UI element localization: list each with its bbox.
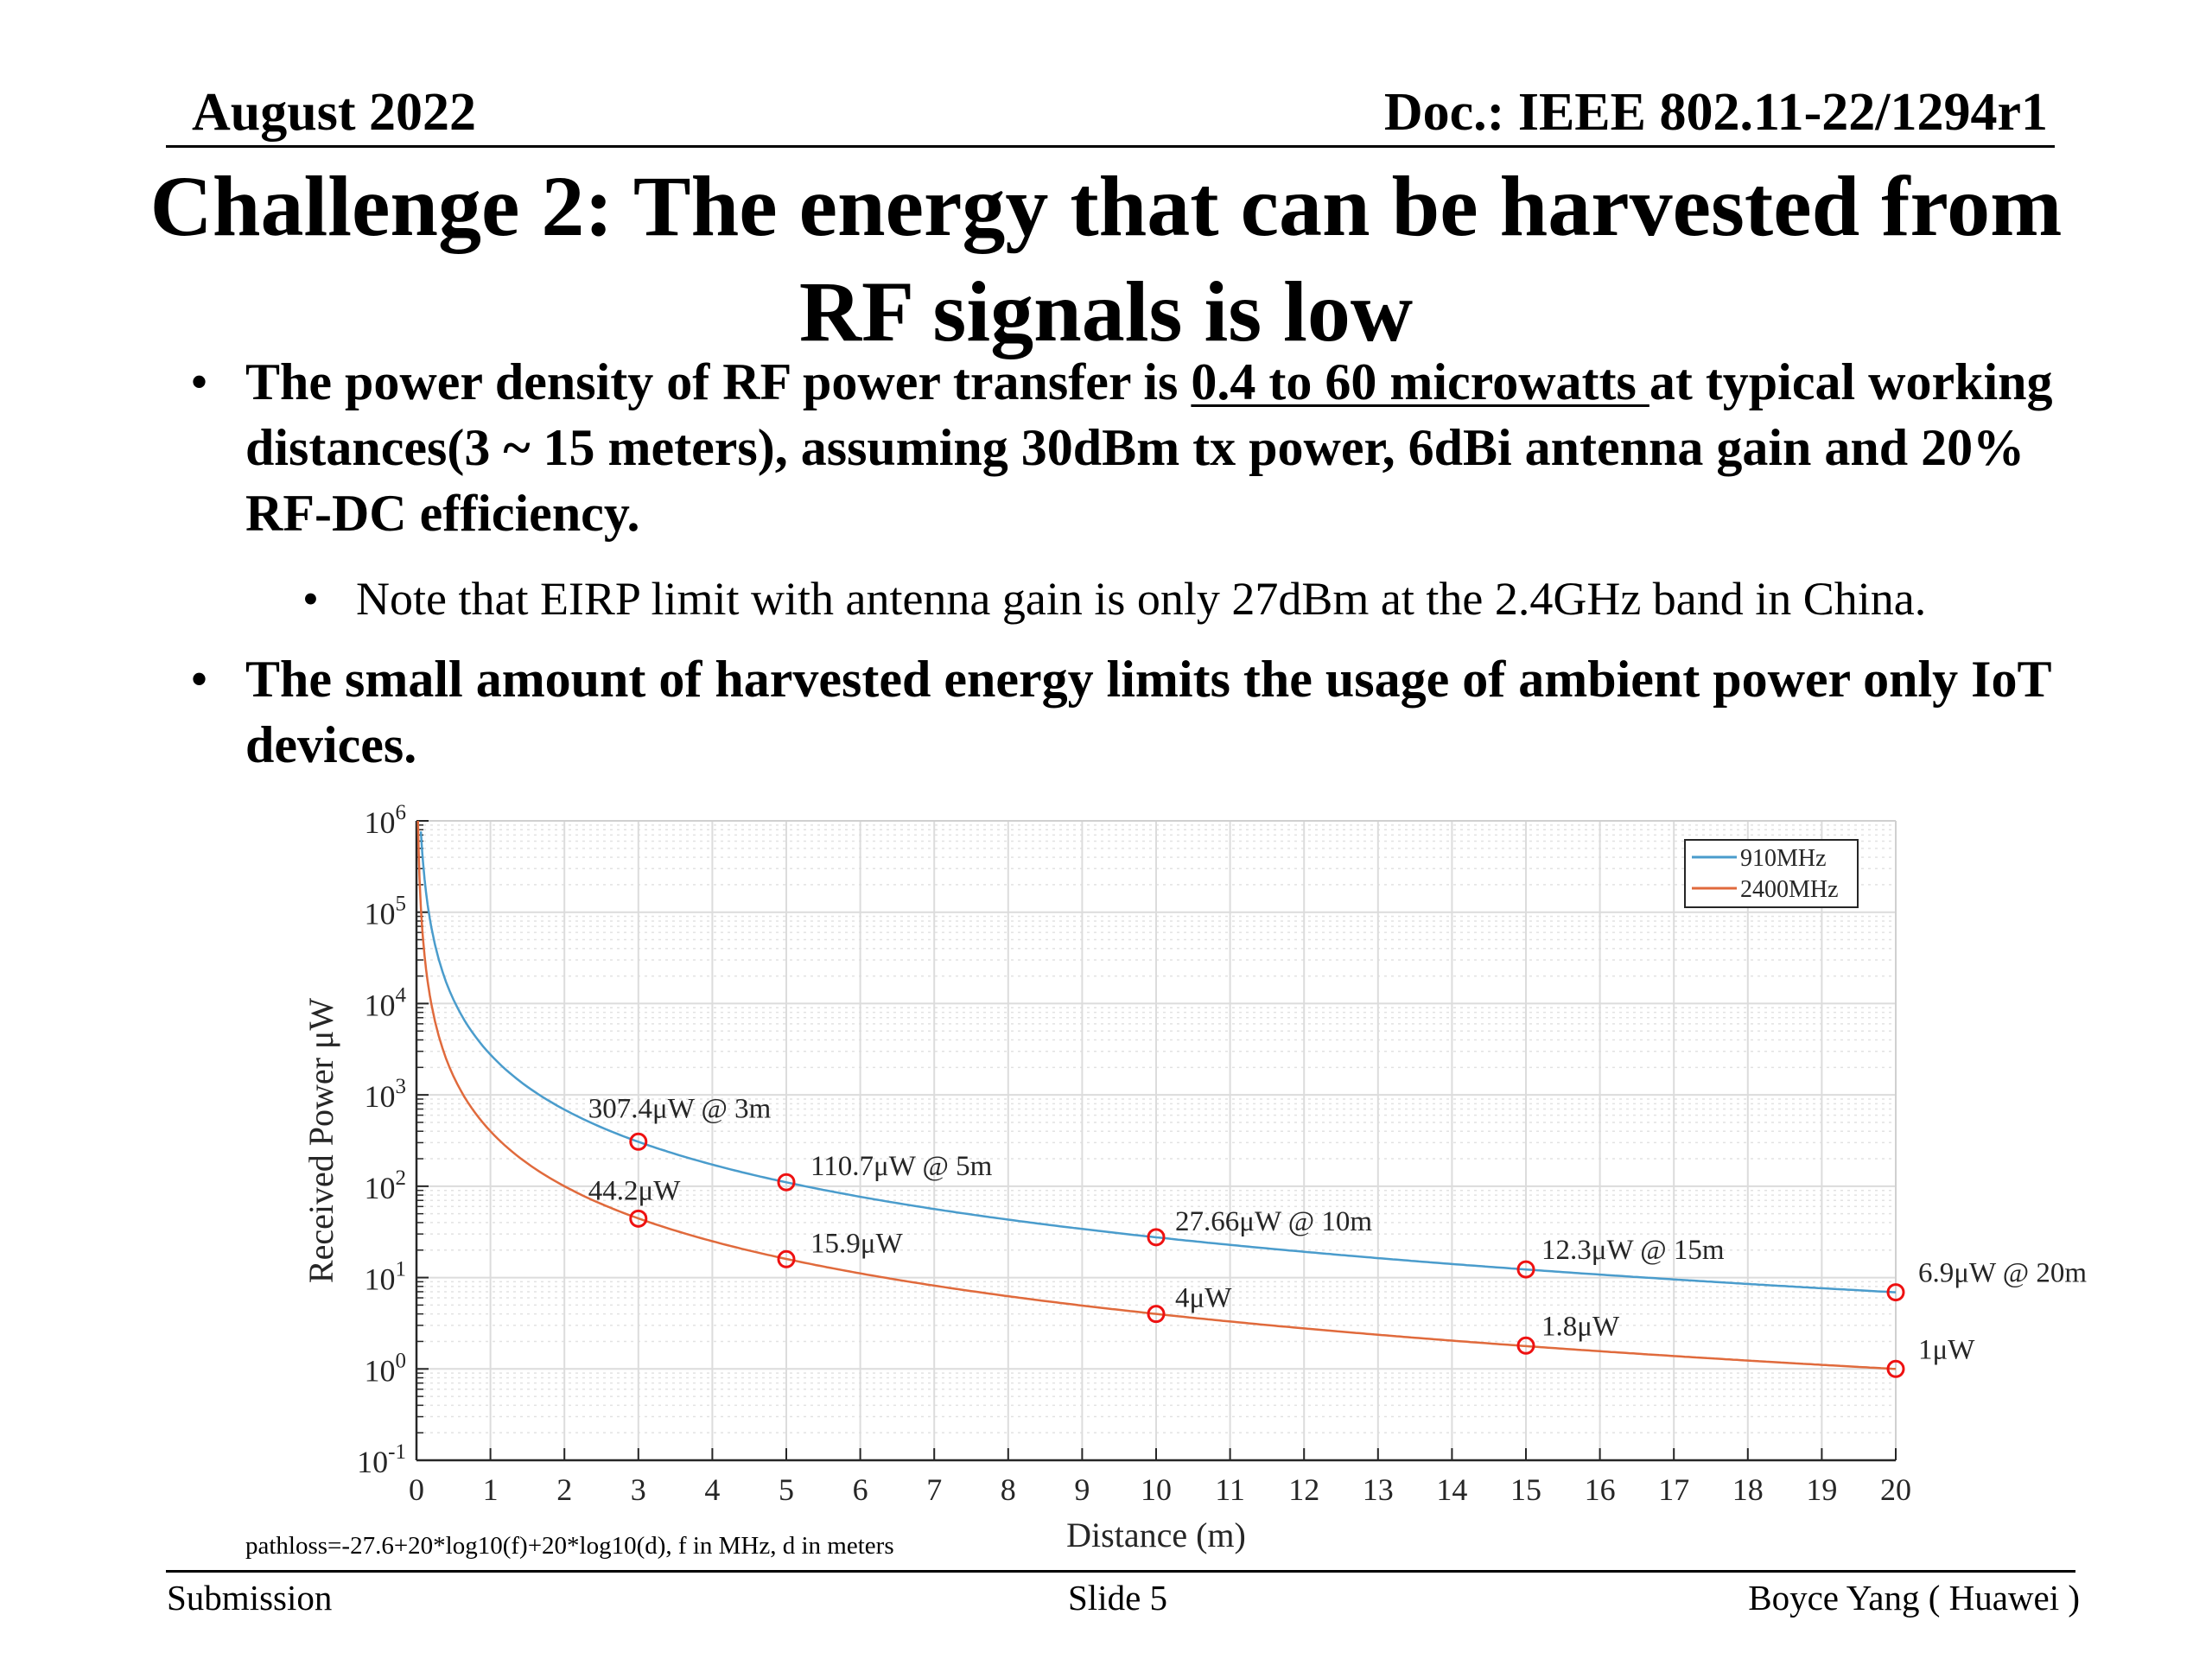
- bullet1-text-before: The power density of RF power transfer i…: [245, 353, 1192, 410]
- y-tick-label: 102: [365, 1166, 407, 1205]
- data-marker: [629, 1209, 648, 1228]
- bullet-glyph: •: [190, 651, 209, 708]
- data-label: 307.4μW @ 3m: [588, 1093, 772, 1124]
- y-tick-label: 104: [365, 983, 407, 1022]
- x-tick-label: 0: [409, 1472, 424, 1507]
- title-line-1: Challenge 2: The energy that can be harv…: [149, 158, 2063, 254]
- x-tick-label: 1: [483, 1472, 499, 1507]
- y-tick-label: 103: [365, 1075, 407, 1114]
- legend-box: [1684, 839, 1859, 908]
- data-marker: [629, 1132, 648, 1151]
- data-label: 1μW: [1918, 1334, 1975, 1365]
- x-tick-label: 9: [1074, 1472, 1090, 1507]
- slide-title: Challenge 2: The energy that can be harv…: [86, 154, 2126, 365]
- x-tick-label: 10: [1141, 1472, 1172, 1507]
- data-marker: [777, 1249, 796, 1268]
- x-tick-label: 6: [853, 1472, 868, 1507]
- data-marker: [1147, 1228, 1166, 1247]
- data-label: 1.8μW: [1541, 1311, 1620, 1342]
- x-tick-label: 15: [1510, 1472, 1541, 1507]
- bullet-harvested-energy: • The small amount of harvested energy l…: [190, 646, 2164, 778]
- x-tick-label: 14: [1436, 1472, 1467, 1507]
- footer-slide-number: Slide 5: [1068, 1578, 1168, 1618]
- x-tick-label: 3: [631, 1472, 646, 1507]
- legend-entry: 2400MHz: [1740, 876, 1839, 903]
- y-tick-label: 106: [365, 801, 407, 840]
- data-label: 44.2μW: [588, 1175, 681, 1206]
- bullet-glyph: •: [190, 353, 209, 410]
- data-label: 15.9μW: [810, 1228, 903, 1259]
- x-tick-label: 7: [926, 1472, 942, 1507]
- y-tick-label: 100: [365, 1349, 407, 1388]
- y-axis-label: Received Power μW: [302, 998, 340, 1283]
- x-axis-label: Distance (m): [1066, 1516, 1246, 1554]
- x-tick-label: 5: [779, 1472, 794, 1507]
- x-tick-label: 18: [1732, 1472, 1764, 1507]
- x-tick-label: 17: [1658, 1472, 1689, 1507]
- data-marker: [1516, 1260, 1535, 1279]
- sub-bullet-text: Note that EIRP limit with antenna gain i…: [356, 573, 1927, 625]
- sub-bullet-glyph: •: [302, 573, 319, 625]
- data-label: 6.9μW @ 20m: [1918, 1258, 2087, 1289]
- y-tick-label: 105: [365, 893, 407, 931]
- data-marker: [1886, 1359, 1905, 1378]
- data-marker: [777, 1173, 796, 1192]
- data-marker: [1516, 1336, 1535, 1355]
- x-tick-label: 11: [1215, 1472, 1245, 1507]
- x-tick-label: 12: [1288, 1472, 1319, 1507]
- x-tick-label: 13: [1363, 1472, 1394, 1507]
- footer-submission: Submission: [167, 1578, 333, 1618]
- data-label: 27.66μW @ 10m: [1175, 1206, 1372, 1237]
- y-tick-label: 10-1: [357, 1440, 406, 1479]
- bullet1-text-after: at typical working distances(3 ~ 15 mete…: [245, 353, 2053, 542]
- x-tick-label: 19: [1806, 1472, 1837, 1507]
- pathloss-footnote: pathloss=-27.6+20*log10(f)+20*log10(d), …: [245, 1532, 894, 1560]
- bullet1-highlight: 0.4 to 60 microwatts: [1191, 353, 1649, 410]
- x-tick-label: 2: [556, 1472, 572, 1507]
- bullet2-text: The small amount of harvested energy lim…: [245, 651, 2051, 773]
- data-marker: [1886, 1283, 1905, 1302]
- data-label: 110.7μW @ 5m: [810, 1151, 993, 1182]
- footer-author: Boyce Yang ( Huawei ): [1748, 1578, 2080, 1618]
- sub-bullet-eirp-note: • Note that EIRP limit with antenna gain…: [302, 570, 2171, 627]
- series-line-2400MHz: [416, 820, 1897, 1370]
- footer-rule: [166, 1570, 2075, 1573]
- x-tick-label: 4: [704, 1472, 720, 1507]
- data-label: 12.3μW @ 15m: [1541, 1235, 1725, 1266]
- bullet-power-density: • The power density of RF power transfer…: [190, 349, 2103, 546]
- header-date: August 2022: [192, 83, 477, 142]
- data-label: 4μW: [1175, 1283, 1232, 1314]
- x-tick-label: 20: [1880, 1472, 1911, 1507]
- data-marker: [1147, 1305, 1166, 1324]
- x-tick-label: 8: [1001, 1472, 1016, 1507]
- y-tick-label: 101: [365, 1258, 407, 1297]
- legend-entry: 910MHz: [1740, 845, 1827, 872]
- x-tick-label: 16: [1585, 1472, 1616, 1507]
- header-doc-id: Doc.: IEEE 802.11-22/1294r1: [1383, 83, 2048, 142]
- title-line-2: RF signals is low: [798, 264, 1414, 359]
- header-rule: [166, 145, 2055, 148]
- chart-legend: 910MHz 2400MHz: [1684, 839, 1859, 908]
